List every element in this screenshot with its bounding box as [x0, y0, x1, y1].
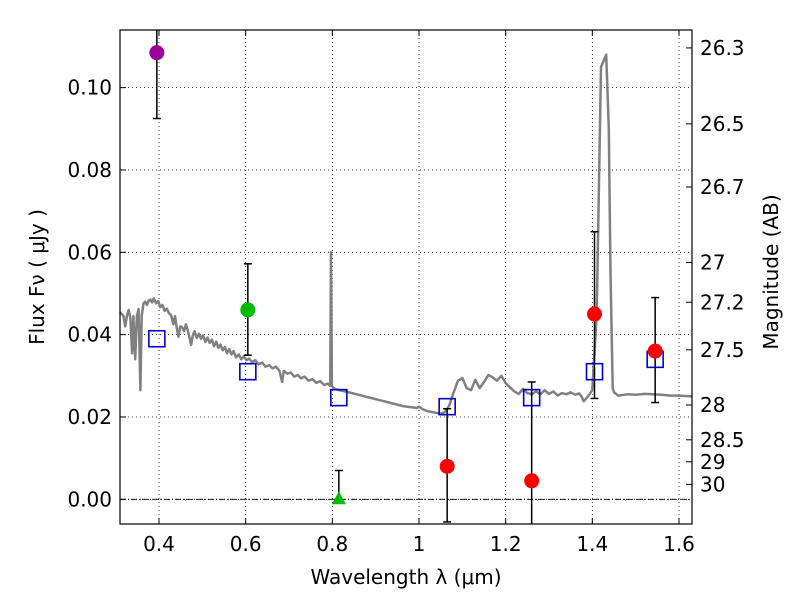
model-flux-box — [330, 388, 348, 407]
observed-flux-marker — [524, 473, 540, 489]
magnitude-tick-label: 26.3 — [700, 36, 745, 60]
observed-upper-limit-marker — [331, 491, 346, 505]
magnitude-tick-label: 28.5 — [700, 428, 745, 452]
model-box-layer — [148, 329, 664, 416]
y-tick-label: 0.08 — [67, 158, 112, 182]
y-axis-right-label: Magnitude (AB) — [759, 194, 783, 349]
magnitude-tick-label: 28 — [700, 393, 725, 417]
magnitude-tick-label: 27 — [700, 250, 725, 274]
model-flux-box — [438, 397, 456, 416]
observed-marker-layer — [149, 45, 663, 505]
magnitude-tick-label: 29 — [700, 450, 725, 474]
y-axis-label: Flux Fν ( μJy ) — [25, 209, 49, 345]
errorbar-layer — [152, 30, 660, 524]
y-tick-label: 0.06 — [67, 240, 112, 264]
model-flux-box — [148, 329, 166, 348]
model-flux-box — [585, 362, 604, 381]
magnitude-tick-label: 26.7 — [700, 175, 745, 199]
observed-flux-marker — [240, 302, 256, 318]
observed-flux-marker — [439, 458, 455, 474]
y-tick-label: 0.02 — [67, 405, 112, 429]
x-tick-label: 1.2 — [490, 532, 522, 556]
y-tick-label: 0.10 — [67, 76, 112, 100]
y-tick-label: 0.04 — [67, 323, 112, 347]
x-tick-label: 0.8 — [316, 532, 348, 556]
model-flux-box — [522, 388, 541, 407]
grid-layer — [120, 30, 692, 524]
magnitude-tick-label: 30 — [700, 472, 725, 496]
x-tick-label: 0.6 — [230, 532, 262, 556]
x-tick-label: 1 — [413, 532, 426, 556]
plot-frame — [119, 29, 693, 525]
x-tick-label: 1.4 — [576, 532, 608, 556]
observed-flux-marker — [587, 306, 602, 322]
observed-flux-marker — [149, 45, 165, 61]
y-tick-label: 0.00 — [67, 487, 112, 511]
model-flux-box — [239, 362, 257, 381]
magnitude-tick-label: 26.5 — [700, 112, 745, 136]
magnitude-tick-label: 27.2 — [700, 290, 745, 314]
observed-flux-marker — [647, 343, 663, 359]
x-tick-label: 0.4 — [143, 532, 175, 556]
x-tick-label: 1.6 — [663, 532, 695, 556]
x-axis-label: Wavelength λ (μm) — [310, 565, 501, 589]
tick-layer: 0.4 0.6 0.8 1 1.2 1.4 1.6 0.00 0.02 0.04 0.06 0.08 0… — [67, 30, 745, 556]
magnitude-tick-label: 27.5 — [700, 338, 745, 362]
model-spectrum-line — [119, 53, 693, 415]
